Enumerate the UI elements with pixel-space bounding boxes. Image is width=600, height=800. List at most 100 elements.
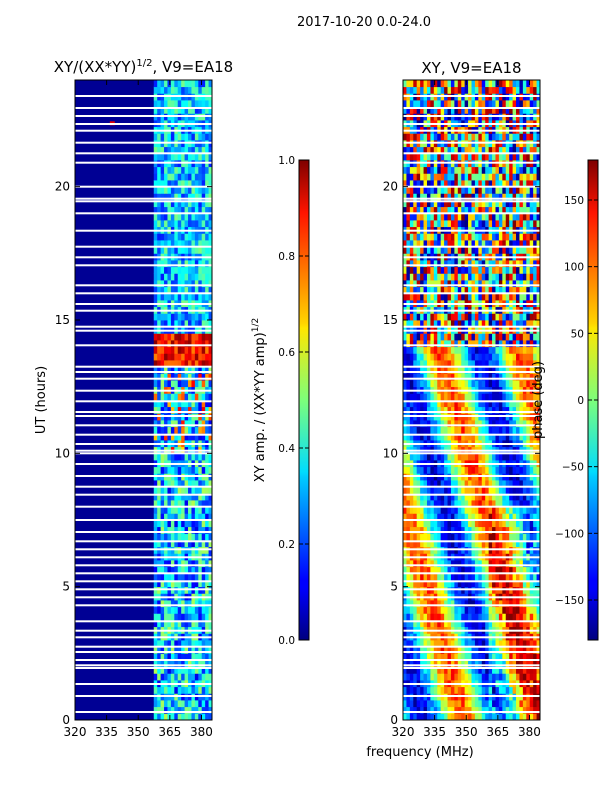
phase-cell	[461, 266, 466, 274]
phase-cell	[403, 266, 407, 274]
amplitude-cell	[188, 673, 192, 681]
amplitude-cell	[174, 406, 179, 414]
amplitude-cell	[177, 613, 182, 621]
phase-cell	[512, 180, 517, 188]
amplitude-colorbar-tick-label: 0.4	[278, 443, 295, 455]
amplitude-cell	[174, 620, 179, 628]
phase-cell	[498, 320, 503, 328]
phase-cell	[516, 206, 520, 214]
amplitude-cell	[170, 700, 175, 708]
amplitude-cell	[205, 506, 209, 514]
phase-cell	[492, 353, 496, 361]
phase-cell	[533, 660, 537, 668]
phase-cell	[426, 273, 431, 281]
amplitude-cell	[198, 366, 203, 374]
phase-cell	[492, 380, 496, 388]
amplitude-cell	[201, 500, 206, 508]
amplitude-cell	[170, 506, 175, 514]
amplitude-xtick-label: 350	[127, 725, 150, 739]
phase-cell	[413, 520, 418, 528]
amplitude-cell	[205, 560, 209, 568]
amplitude-cell	[208, 713, 212, 720]
phase-cell	[492, 646, 496, 654]
amplitude-cell	[188, 700, 192, 708]
amplitude-cell	[188, 233, 192, 241]
phase-cell	[502, 713, 507, 720]
phase-cell	[454, 353, 459, 361]
amplitude-cell	[181, 180, 185, 188]
amplitude-cell	[205, 646, 209, 654]
phase-cell	[403, 293, 407, 301]
phase-cell	[485, 240, 490, 248]
phase-cell	[423, 206, 428, 214]
phase-cell	[433, 180, 438, 188]
phase-cell	[454, 193, 459, 201]
phase-cell	[474, 566, 479, 574]
phase-cell	[430, 613, 435, 621]
amplitude-cell	[208, 213, 212, 221]
phase-cell	[471, 660, 476, 668]
amplitude-cell	[167, 500, 172, 508]
phase-cell	[468, 500, 472, 508]
phase-cell	[474, 233, 479, 241]
phase-cell	[423, 240, 428, 248]
amplitude-cell	[188, 540, 192, 548]
phase-cell	[536, 506, 540, 514]
phase-cell	[413, 700, 418, 708]
amplitude-cell	[153, 233, 158, 241]
phase-heatmap	[403, 80, 540, 720]
amplitude-cell	[170, 233, 175, 241]
phase-cell	[430, 266, 435, 274]
phase-cell	[450, 480, 455, 488]
amplitude-cell	[188, 393, 192, 401]
phase-cell	[505, 286, 510, 294]
phase-cell	[457, 713, 462, 720]
phase-cell	[413, 206, 418, 214]
phase-cell	[468, 180, 472, 188]
amplitude-cell	[177, 500, 182, 508]
amplitude-cell	[194, 526, 199, 534]
phase-cell	[485, 500, 490, 508]
amplitude-cell	[208, 493, 212, 501]
amplitude-cell	[198, 486, 203, 494]
phase-cell	[471, 260, 476, 268]
amplitude-cell	[153, 80, 158, 88]
amplitude-cell	[208, 393, 212, 401]
phase-cell	[468, 520, 472, 528]
phase-cell	[426, 700, 431, 708]
phase-cell	[533, 340, 537, 348]
phase-cell	[485, 433, 490, 441]
amplitude-cell	[177, 373, 182, 381]
phase-cell	[454, 700, 459, 708]
phase-cell	[444, 246, 448, 254]
phase-cell	[420, 246, 424, 254]
flagged-row	[75, 152, 212, 155]
phase-cell	[454, 666, 459, 674]
phase-cell	[516, 480, 520, 488]
phase-cell	[502, 360, 507, 368]
amplitude-cell	[208, 600, 212, 608]
phase-cell	[474, 580, 479, 588]
phase-cell	[457, 333, 462, 341]
phase-cell	[512, 666, 517, 674]
amplitude-cell	[174, 706, 179, 714]
phase-cell	[406, 533, 411, 541]
amplitude-cell	[191, 493, 196, 501]
phase-cell	[461, 280, 466, 288]
phase-cell	[468, 713, 472, 720]
amplitude-cell	[153, 566, 158, 574]
phase-cell	[461, 480, 466, 488]
amplitude-cell	[164, 213, 168, 221]
amplitude-cell	[177, 233, 182, 241]
phase-cell	[461, 666, 466, 674]
amplitude-cell	[184, 613, 189, 621]
amplitude-cell	[198, 506, 203, 514]
amplitude-cell	[184, 600, 189, 608]
amplitude-cell	[198, 640, 203, 648]
amplitude-cell	[194, 320, 199, 328]
phase-cell	[495, 220, 500, 228]
amplitude-cell	[170, 466, 175, 474]
amplitude-cell	[188, 580, 192, 588]
phase-cell	[533, 180, 537, 188]
amplitude-cell	[181, 600, 185, 608]
